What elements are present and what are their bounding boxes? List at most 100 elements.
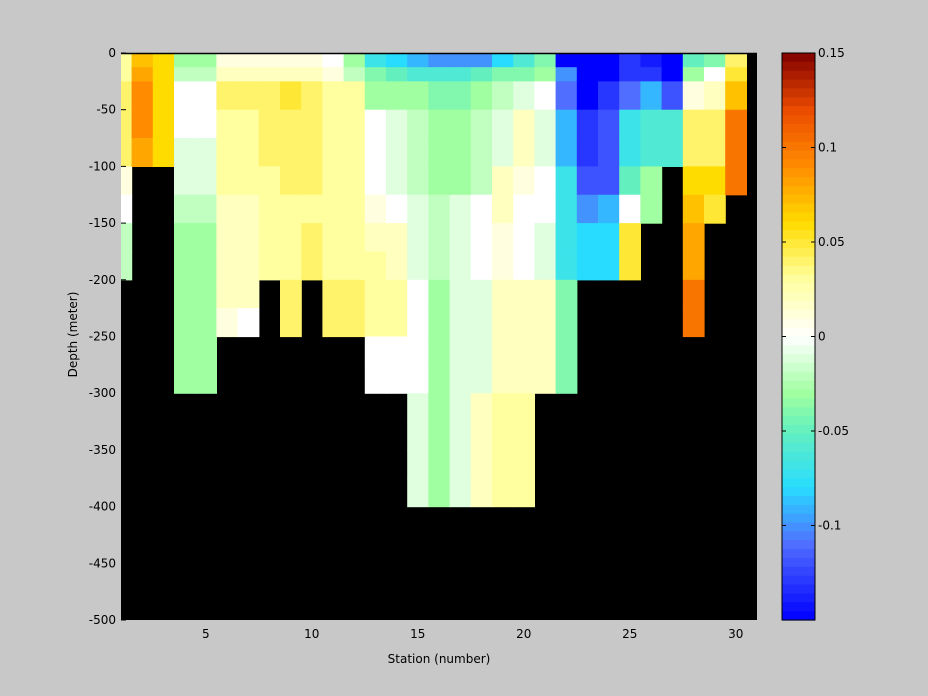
- colorbar-segment: [782, 115, 815, 125]
- colorbar-segment: [782, 141, 815, 152]
- heatmap-cell: [534, 279, 557, 309]
- heatmap-cell: [322, 194, 345, 224]
- heatmap-cell: [682, 138, 705, 167]
- heatmap-cell: [513, 449, 535, 479]
- heatmap-cell: [195, 67, 217, 82]
- heatmap-cell: [121, 251, 133, 281]
- heatmap-cell: [364, 138, 387, 167]
- heatmap-cell: [428, 166, 451, 196]
- heatmap-cell: [343, 138, 366, 167]
- heatmap-cell: [576, 194, 599, 224]
- heatmap-cell: [216, 223, 239, 253]
- heatmap-cell: [513, 308, 535, 338]
- heatmap-cell: [470, 421, 493, 451]
- heatmap-cell: [470, 393, 493, 423]
- heatmap-cell: [704, 138, 726, 167]
- x-tick-label: 15: [410, 627, 425, 641]
- heatmap-cell: [131, 81, 154, 111]
- heatmap-cell: [343, 81, 366, 111]
- heatmap-cell: [386, 53, 408, 68]
- heatmap-cell: [428, 109, 451, 139]
- heatmap-cell: [301, 53, 323, 68]
- heatmap-cell: [534, 364, 557, 394]
- heatmap-cell: [640, 67, 663, 82]
- colorbar-segment: [782, 416, 815, 426]
- colorbar-segment: [782, 150, 815, 160]
- heatmap-cell: [619, 194, 641, 224]
- y-tick-label: -500: [89, 613, 116, 627]
- heatmap-cell: [449, 138, 472, 167]
- heatmap-cell: [513, 194, 535, 224]
- colorbar-segment: [782, 159, 815, 169]
- colorbar-segment: [782, 557, 815, 568]
- colorbar-segment: [782, 283, 815, 293]
- heatmap-cell: [428, 194, 451, 224]
- heatmap-cell: [449, 393, 472, 423]
- heatmap-cell: [174, 81, 196, 111]
- heatmap-cell: [661, 53, 684, 68]
- x-tick-label: 30: [728, 627, 743, 641]
- heatmap-cell: [513, 279, 535, 309]
- heatmap-cell: [407, 251, 429, 281]
- colorbar-segment: [782, 327, 815, 338]
- heatmap-cell: [640, 53, 663, 68]
- heatmap-cell: [576, 53, 599, 68]
- heatmap-cell: [280, 194, 302, 224]
- colorbar-segment: [782, 336, 815, 346]
- heatmap-cell: [449, 279, 472, 309]
- x-tick-label: 10: [304, 627, 319, 641]
- heatmap-cell: [195, 279, 217, 309]
- heatmap-cell: [598, 223, 620, 253]
- heatmap-cell: [598, 194, 620, 224]
- heatmap-cell: [407, 138, 429, 167]
- heatmap-cell: [407, 364, 429, 394]
- heatmap-cell: [280, 67, 302, 82]
- heatmap-cell: [237, 279, 260, 309]
- heatmap-cell: [470, 336, 493, 366]
- heatmap-cell: [237, 308, 260, 338]
- heatmap-cell: [280, 109, 302, 139]
- heatmap-cell: [258, 138, 281, 167]
- heatmap-cell: [619, 67, 641, 82]
- heatmap-cell: [195, 251, 217, 281]
- heatmap-cell: [682, 109, 705, 139]
- heatmap-cell: [449, 336, 472, 366]
- heatmap-cell: [492, 308, 514, 338]
- heatmap-cell: [470, 308, 493, 338]
- heatmap-cell: [492, 81, 514, 111]
- plot-area: 0 -50 -100 -150 -200 -250 -300 -350 -400 -450 -500…: [89, 46, 757, 641]
- heatmap-cell: [343, 194, 366, 224]
- heatmap-cell: [555, 67, 578, 82]
- colorbar-segment: [782, 504, 815, 515]
- y-tick-label: -50: [96, 103, 116, 117]
- heatmap-cell: [492, 279, 514, 309]
- colorbar-segment: [782, 425, 815, 435]
- heatmap-cell: [576, 251, 599, 281]
- colorbar-segment: [782, 478, 815, 488]
- heatmap-cell: [682, 53, 705, 68]
- heatmap-cell: [470, 449, 493, 479]
- heatmap-cell: [492, 67, 514, 82]
- colorbar-segment: [782, 53, 815, 63]
- heatmap-cell: [598, 251, 620, 281]
- heatmap-cell: [301, 81, 323, 111]
- heatmap-cell: [492, 223, 514, 253]
- colorbar-segment: [782, 61, 815, 72]
- heatmap-cell: [640, 109, 663, 139]
- heatmap-cell: [534, 166, 557, 196]
- colorbar-segment: [782, 185, 815, 196]
- heatmap-cell: [237, 53, 260, 68]
- heatmap-cell: [449, 67, 472, 82]
- y-tick-label: -100: [89, 159, 116, 173]
- heatmap-cell: [322, 166, 345, 196]
- heatmap-cell: [492, 393, 514, 423]
- heatmap-cell: [121, 194, 133, 224]
- heatmap-cell: [121, 109, 133, 139]
- heatmap-cell: [682, 67, 705, 82]
- heatmap-cell: [407, 478, 429, 508]
- heatmap-cell: [195, 194, 217, 224]
- colorbar-segment: [782, 433, 815, 444]
- heatmap-cell: [174, 336, 196, 366]
- heatmap-cell: [322, 279, 345, 309]
- y-tick-label: -400: [89, 500, 116, 514]
